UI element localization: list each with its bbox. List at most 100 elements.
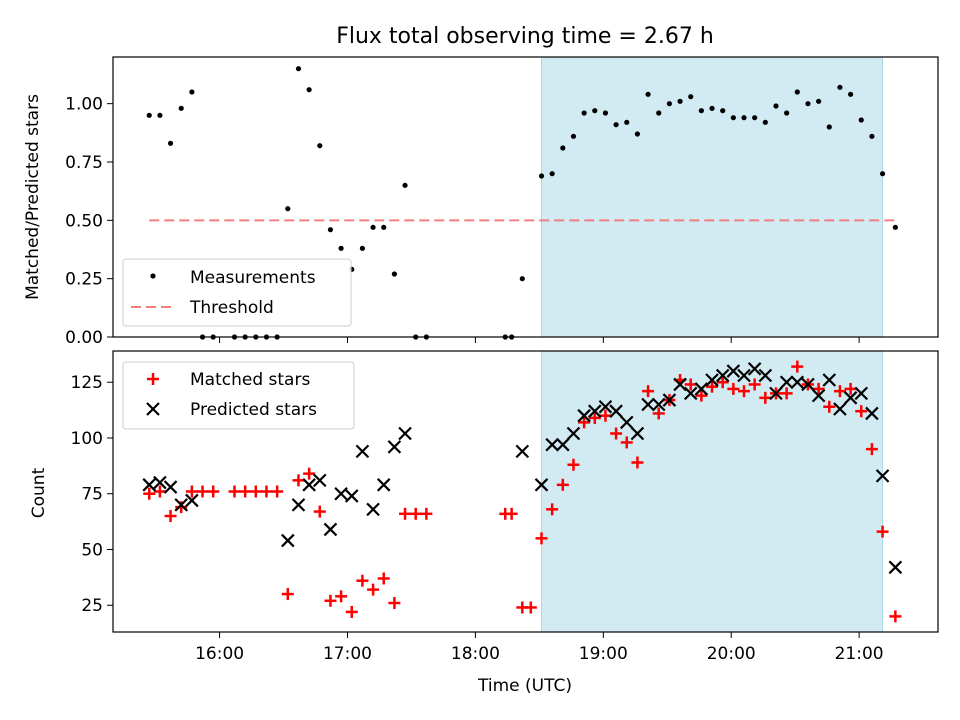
- predicted-star-point: [598, 399, 613, 414]
- predicted-star-point: [302, 478, 316, 492]
- top-y-axis-label: Matched/Predicted stars: [23, 94, 43, 300]
- predicted-star-point: [142, 478, 157, 492]
- measurement-point: [794, 89, 800, 95]
- legend-matched-marker: [147, 373, 159, 385]
- measurement-point: [285, 206, 291, 212]
- predicted-star-point: [619, 415, 634, 430]
- top-y-tick-label: 0.00: [65, 328, 103, 348]
- legend-measurements-marker: [150, 273, 156, 279]
- measurement-point: [741, 115, 747, 121]
- matched-star-point: [716, 376, 729, 389]
- bottom-panel-shaded-span: [540, 350, 884, 633]
- matched-star-point: [153, 485, 166, 498]
- matched-star-point: [620, 436, 633, 449]
- top-y-tick-label: 0.50: [65, 211, 103, 231]
- measurement-point: [752, 115, 758, 121]
- measurement-point: [634, 131, 641, 137]
- matched-star-point: [367, 583, 380, 596]
- measurement-point: [666, 101, 672, 107]
- matched-star-point: [642, 385, 655, 398]
- predicted-star-point: [833, 402, 847, 416]
- bottom-x-tick-label: 16:00: [195, 644, 244, 664]
- bottom-legend-box: [122, 361, 355, 430]
- matched-star-point: [610, 427, 623, 440]
- measurement-point: [709, 105, 715, 111]
- measurement-point: [645, 91, 651, 97]
- top-y-axis-ticks: 0.00 0.25 0.50 0.75 1.00: [65, 95, 113, 348]
- measurement-points: [146, 66, 898, 340]
- predicted-star-point: [705, 373, 719, 387]
- matched-star-point: [535, 532, 548, 545]
- predicted-star-point: [588, 404, 602, 418]
- measurement-point: [189, 89, 195, 95]
- predicted-star-point: [888, 560, 903, 575]
- predicted-star-point: [662, 393, 677, 407]
- bottom-y-tick-label: 50: [81, 540, 103, 560]
- predicted-star-point: [323, 522, 338, 537]
- predicted-star-point: [355, 444, 370, 459]
- matched-star-point: [748, 378, 761, 391]
- matched-star-point: [791, 360, 804, 373]
- matched-star-point: [356, 574, 369, 587]
- matched-star-point: [185, 485, 198, 498]
- bottom-y-tick-label: 25: [81, 596, 103, 616]
- matched-star-point: [727, 382, 740, 395]
- matched-star-point: [812, 382, 825, 395]
- matched-star-point: [876, 525, 889, 538]
- predicted-star-point: [334, 486, 348, 501]
- measurement-point: [581, 110, 587, 116]
- matched-star-point: [823, 400, 836, 413]
- measurement-point: [157, 112, 163, 118]
- measurement-point: [359, 245, 366, 251]
- top-panel-frame: [112, 56, 939, 338]
- measurement-point: [560, 145, 566, 151]
- predicted-star-point: [366, 502, 380, 517]
- predicted-star-point: [398, 426, 412, 441]
- predicted-star-point: [387, 440, 402, 454]
- measurement-point: [892, 224, 898, 230]
- matched-star-point: [409, 507, 422, 520]
- predicted-star-point: [174, 498, 188, 512]
- legend-predicted-label: Predicted stars: [190, 400, 317, 420]
- matched-star-point: [706, 380, 719, 393]
- matched-star-point: [865, 443, 878, 456]
- legend-threshold-label: Threshold: [189, 298, 274, 318]
- measurement-point: [402, 182, 408, 188]
- matched-star-point: [780, 387, 793, 400]
- top-legend: Measurements Threshold: [122, 258, 352, 327]
- measurement-point: [538, 173, 545, 179]
- predicted-star-point: [630, 426, 645, 441]
- measurement-point: [847, 91, 854, 97]
- matched-star-point: [388, 597, 401, 610]
- predicted-star-point: [185, 493, 199, 508]
- measurement-point: [317, 143, 323, 149]
- predicted-star-point: [758, 368, 773, 383]
- predicted-star-point: [747, 362, 762, 376]
- measurement-point: [592, 108, 598, 114]
- matched-star-point: [631, 456, 644, 469]
- bottom-legend: Matched stars Predicted stars: [122, 361, 355, 430]
- measurement-point: [784, 110, 790, 116]
- matched-star-point: [599, 409, 612, 422]
- measurement-point: [391, 271, 397, 277]
- matched-star-point: [271, 485, 284, 498]
- measurement-point: [327, 227, 334, 233]
- predicted-star-point: [313, 473, 327, 488]
- bottom-y-axis-label: Count: [29, 467, 49, 518]
- predicted-star-point: [534, 478, 549, 492]
- matched-star-point: [377, 572, 390, 585]
- predicted-star-point: [281, 533, 295, 548]
- predicted-star-point: [694, 382, 709, 396]
- measurement-point: [879, 171, 886, 177]
- measurement-point: [549, 171, 555, 177]
- top-y-tick-label: 0.75: [65, 153, 103, 173]
- matched-star-point: [556, 478, 569, 491]
- measurement-point: [730, 115, 736, 121]
- measurement-point: [381, 224, 387, 230]
- measurement-point: [858, 117, 864, 123]
- measurement-point: [146, 112, 152, 118]
- predicted-star-point: [801, 377, 815, 392]
- predicted-star-point: [779, 375, 794, 390]
- measurement-point: [805, 101, 811, 107]
- predicted-star-point: [822, 373, 837, 387]
